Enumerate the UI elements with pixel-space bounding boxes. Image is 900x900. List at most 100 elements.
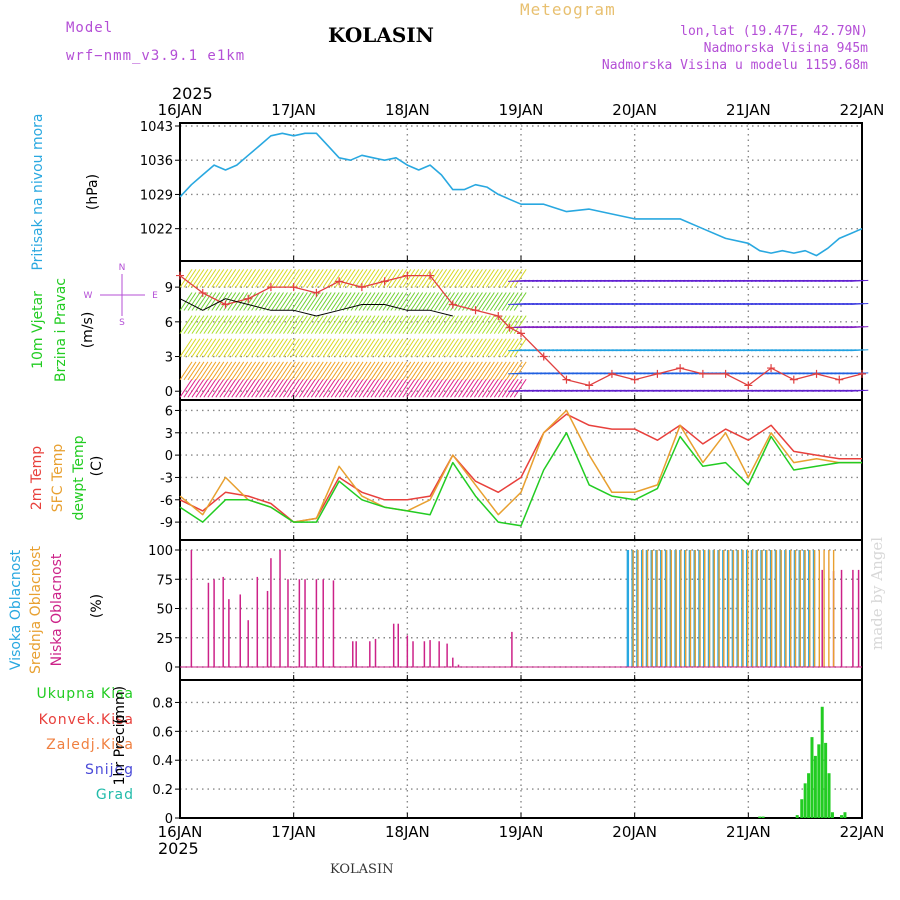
wind-barb: [398, 269, 412, 288]
wind-barb: [310, 361, 324, 381]
y-tick-label: 100: [148, 544, 173, 559]
wind-barb: [366, 269, 380, 288]
wind-barb: [318, 338, 332, 358]
wind-barb: [322, 269, 336, 288]
wind-barb: [183, 269, 197, 288]
wind-barb: [466, 338, 479, 358]
wind-barb: [477, 361, 491, 381]
wind-barb: [247, 315, 261, 334]
wind-barb: [342, 292, 356, 311]
wind-barb: [267, 292, 280, 311]
wind-speed-marker: [698, 369, 707, 378]
wind-barb: [191, 378, 205, 398]
wind-barb: [462, 361, 475, 381]
wind-barb: [306, 338, 320, 358]
ylabel-temp-1: 2m Temp: [29, 446, 45, 510]
wind-barb: [326, 292, 340, 311]
wind-barb: [434, 361, 448, 381]
wind-barb: [183, 315, 197, 334]
wind-barb: [211, 338, 225, 358]
wind-barb: [378, 338, 392, 358]
wind-barb: [398, 361, 412, 381]
precip-bar: [813, 755, 817, 818]
wind-barb: [414, 361, 428, 381]
precip-bar: [820, 706, 824, 818]
wind-barb: [330, 292, 344, 311]
wind-barb: [374, 292, 388, 311]
wind-barb: [473, 338, 487, 358]
wind-barb: [275, 292, 288, 311]
wind-barb: [470, 269, 483, 288]
wind-barb: [426, 315, 440, 334]
wind-barb: [422, 292, 436, 311]
wind-barb: [481, 269, 495, 288]
wind-barb: [271, 315, 284, 334]
wind-barb: [247, 292, 261, 311]
wind-barb: [398, 292, 412, 311]
x-tick-label-bottom: 21JAN: [726, 823, 771, 841]
wind-barb: [259, 315, 272, 334]
wind-barb: [346, 378, 360, 398]
wind-barb: [243, 378, 257, 398]
x-tick-label-bottom: 16JAN: [158, 823, 203, 841]
wind-barb: [283, 378, 296, 398]
wind-barb: [294, 269, 308, 288]
wind-barb: [267, 269, 280, 288]
wind-barb: [318, 292, 332, 311]
wind-barb: [310, 315, 324, 334]
y-tick-label: -9: [160, 516, 173, 531]
wind-barb: [446, 269, 459, 288]
precip-bar: [795, 815, 799, 818]
wind-barb: [513, 338, 527, 358]
wind-barb: [338, 361, 352, 381]
wind-speed-marker: [448, 300, 457, 309]
wind-barb: [458, 292, 471, 311]
x-tick-label-bottom: 17JAN: [271, 823, 316, 841]
wind-barb: [247, 378, 261, 398]
wind-barb: [314, 315, 328, 334]
wind-barb: [422, 315, 436, 334]
wind-barb: [211, 292, 225, 311]
wind-barb: [485, 361, 499, 381]
wind-barb: [485, 292, 499, 311]
wind-barb: [211, 269, 225, 288]
wind-speed-marker: [289, 283, 298, 292]
wind-barbs: [179, 269, 869, 398]
wind-speed-marker: [812, 369, 821, 378]
wind-barb: [350, 315, 364, 334]
ylabel-wind-2: Brzina i Pravac: [53, 278, 69, 382]
wind-barb: [187, 269, 201, 288]
wind-barb: [390, 315, 404, 334]
wind-speed-marker: [221, 300, 230, 309]
wind-barb: [314, 378, 328, 398]
wind-barb: [223, 361, 237, 381]
wind-barb: [477, 269, 491, 288]
wind-barb: [493, 269, 507, 288]
wind-barb: [195, 269, 209, 288]
wind-barb: [414, 269, 428, 288]
wind-barb: [477, 292, 491, 311]
wind-barb: [279, 269, 292, 288]
wind-barb: [183, 338, 197, 358]
wind-barb: [235, 315, 249, 334]
wind-barb: [477, 378, 491, 398]
wind-barb: [481, 361, 495, 381]
wind-barb: [362, 292, 376, 311]
wind-barb: [207, 292, 221, 311]
wind-barb: [350, 338, 364, 358]
wind-barb: [386, 338, 400, 358]
wind-barb: [418, 269, 432, 288]
ylabel-temp-2: SFC Temp: [50, 444, 66, 513]
wind-barb: [231, 338, 245, 358]
wind-barb: [199, 378, 213, 398]
wind-barb: [386, 361, 400, 381]
wind-barb: [326, 338, 340, 358]
y-tick-label: 6: [165, 316, 173, 331]
y-tick-label: 1029: [140, 188, 173, 203]
wind-speed-marker: [767, 364, 776, 373]
series-wind-gust: [179, 298, 453, 317]
wind-barb: [426, 361, 440, 381]
wind-barb: [382, 361, 396, 381]
wind-barb: [501, 315, 515, 334]
wind-barb: [414, 378, 428, 398]
